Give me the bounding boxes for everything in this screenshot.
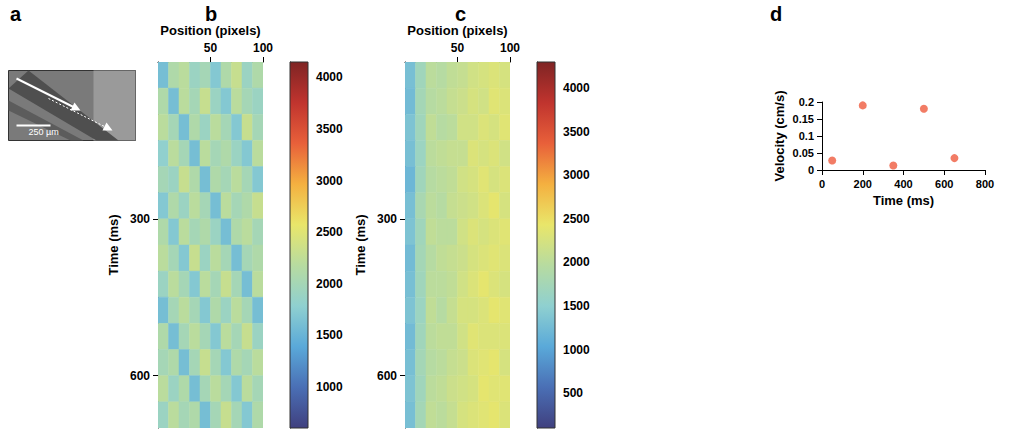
svg-text:2000: 2000 xyxy=(563,255,590,269)
svg-text:b: b xyxy=(205,3,217,25)
svg-text:300: 300 xyxy=(377,212,397,226)
svg-text:800: 800 xyxy=(976,178,994,190)
svg-text:2000: 2000 xyxy=(316,277,343,291)
svg-text:Velocity (cm/s): Velocity (cm/s) xyxy=(772,90,787,181)
svg-text:Position (pixels): Position (pixels) xyxy=(160,23,260,38)
svg-text:4000: 4000 xyxy=(316,70,343,84)
svg-text:1500: 1500 xyxy=(563,299,590,313)
svg-text:100: 100 xyxy=(500,41,520,55)
svg-text:c: c xyxy=(455,3,466,25)
svg-text:Time (ms): Time (ms) xyxy=(353,214,368,275)
svg-text:d: d xyxy=(770,3,782,25)
svg-text:600: 600 xyxy=(130,369,150,383)
svg-text:2500: 2500 xyxy=(563,212,590,226)
svg-text:100: 100 xyxy=(253,41,273,55)
svg-text:250 µm: 250 µm xyxy=(29,127,59,137)
svg-text:0: 0 xyxy=(808,164,814,176)
svg-text:600: 600 xyxy=(935,178,953,190)
svg-text:200: 200 xyxy=(854,178,872,190)
svg-text:Time (ms): Time (ms) xyxy=(873,193,934,208)
svg-text:0.2: 0.2 xyxy=(799,96,814,108)
svg-text:500: 500 xyxy=(563,386,583,400)
svg-text:50: 50 xyxy=(451,41,465,55)
svg-text:300: 300 xyxy=(130,212,150,226)
svg-text:a: a xyxy=(10,3,22,25)
svg-text:Position (pixels): Position (pixels) xyxy=(407,23,507,38)
svg-text:0.15: 0.15 xyxy=(793,113,814,125)
svg-text:1000: 1000 xyxy=(563,343,590,357)
svg-text:3000: 3000 xyxy=(316,174,343,188)
svg-text:3500: 3500 xyxy=(316,122,343,136)
svg-text:400: 400 xyxy=(894,178,912,190)
svg-text:1500: 1500 xyxy=(316,328,343,342)
svg-text:50: 50 xyxy=(204,41,218,55)
svg-text:4000: 4000 xyxy=(563,81,590,95)
svg-text:0.05: 0.05 xyxy=(793,147,814,159)
svg-text:0: 0 xyxy=(819,178,825,190)
svg-text:2500: 2500 xyxy=(316,225,343,239)
svg-text:1000: 1000 xyxy=(316,380,343,394)
svg-text:0.1: 0.1 xyxy=(799,130,814,142)
svg-text:3000: 3000 xyxy=(563,168,590,182)
svg-text:600: 600 xyxy=(377,369,397,383)
svg-text:3500: 3500 xyxy=(563,125,590,139)
svg-text:Time (ms): Time (ms) xyxy=(106,214,121,275)
